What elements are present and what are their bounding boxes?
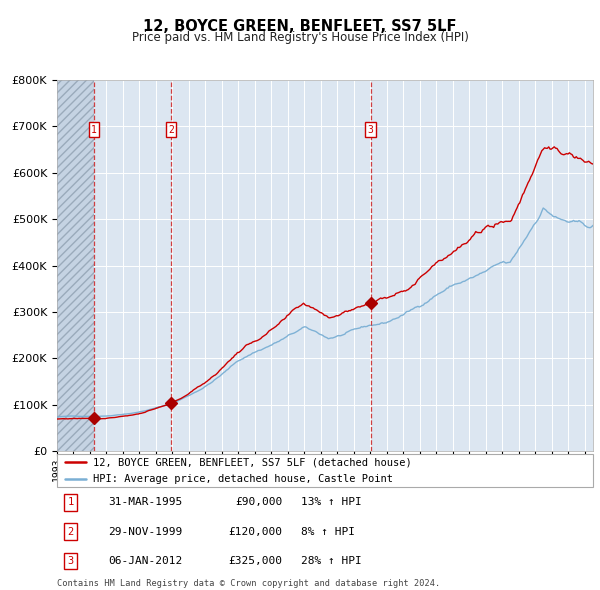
Text: HPI: Average price, detached house, Castle Point: HPI: Average price, detached house, Cast… [94, 474, 394, 484]
Text: 1: 1 [67, 497, 74, 507]
Text: 13% ↑ HPI: 13% ↑ HPI [301, 497, 362, 507]
Text: Price paid vs. HM Land Registry's House Price Index (HPI): Price paid vs. HM Land Registry's House … [131, 31, 469, 44]
Text: 12, BOYCE GREEN, BENFLEET, SS7 5LF: 12, BOYCE GREEN, BENFLEET, SS7 5LF [143, 19, 457, 34]
Text: 1: 1 [91, 125, 97, 135]
Text: £325,000: £325,000 [228, 556, 282, 566]
Text: 2: 2 [67, 527, 74, 536]
Text: 8% ↑ HPI: 8% ↑ HPI [301, 527, 355, 536]
Text: 12, BOYCE GREEN, BENFLEET, SS7 5LF (detached house): 12, BOYCE GREEN, BENFLEET, SS7 5LF (deta… [94, 457, 412, 467]
Text: 29-NOV-1999: 29-NOV-1999 [108, 527, 182, 536]
Text: 31-MAR-1995: 31-MAR-1995 [108, 497, 182, 507]
Text: 2: 2 [168, 125, 174, 135]
Bar [57, 80, 94, 451]
FancyBboxPatch shape [57, 454, 593, 487]
Text: 3: 3 [67, 556, 74, 566]
Text: 28% ↑ HPI: 28% ↑ HPI [301, 556, 362, 566]
Text: Contains HM Land Registry data © Crown copyright and database right 2024.
This d: Contains HM Land Registry data © Crown c… [57, 579, 440, 590]
Text: 3: 3 [368, 125, 374, 135]
Text: £90,000: £90,000 [235, 497, 282, 507]
Text: £120,000: £120,000 [228, 527, 282, 536]
Text: 06-JAN-2012: 06-JAN-2012 [108, 556, 182, 566]
